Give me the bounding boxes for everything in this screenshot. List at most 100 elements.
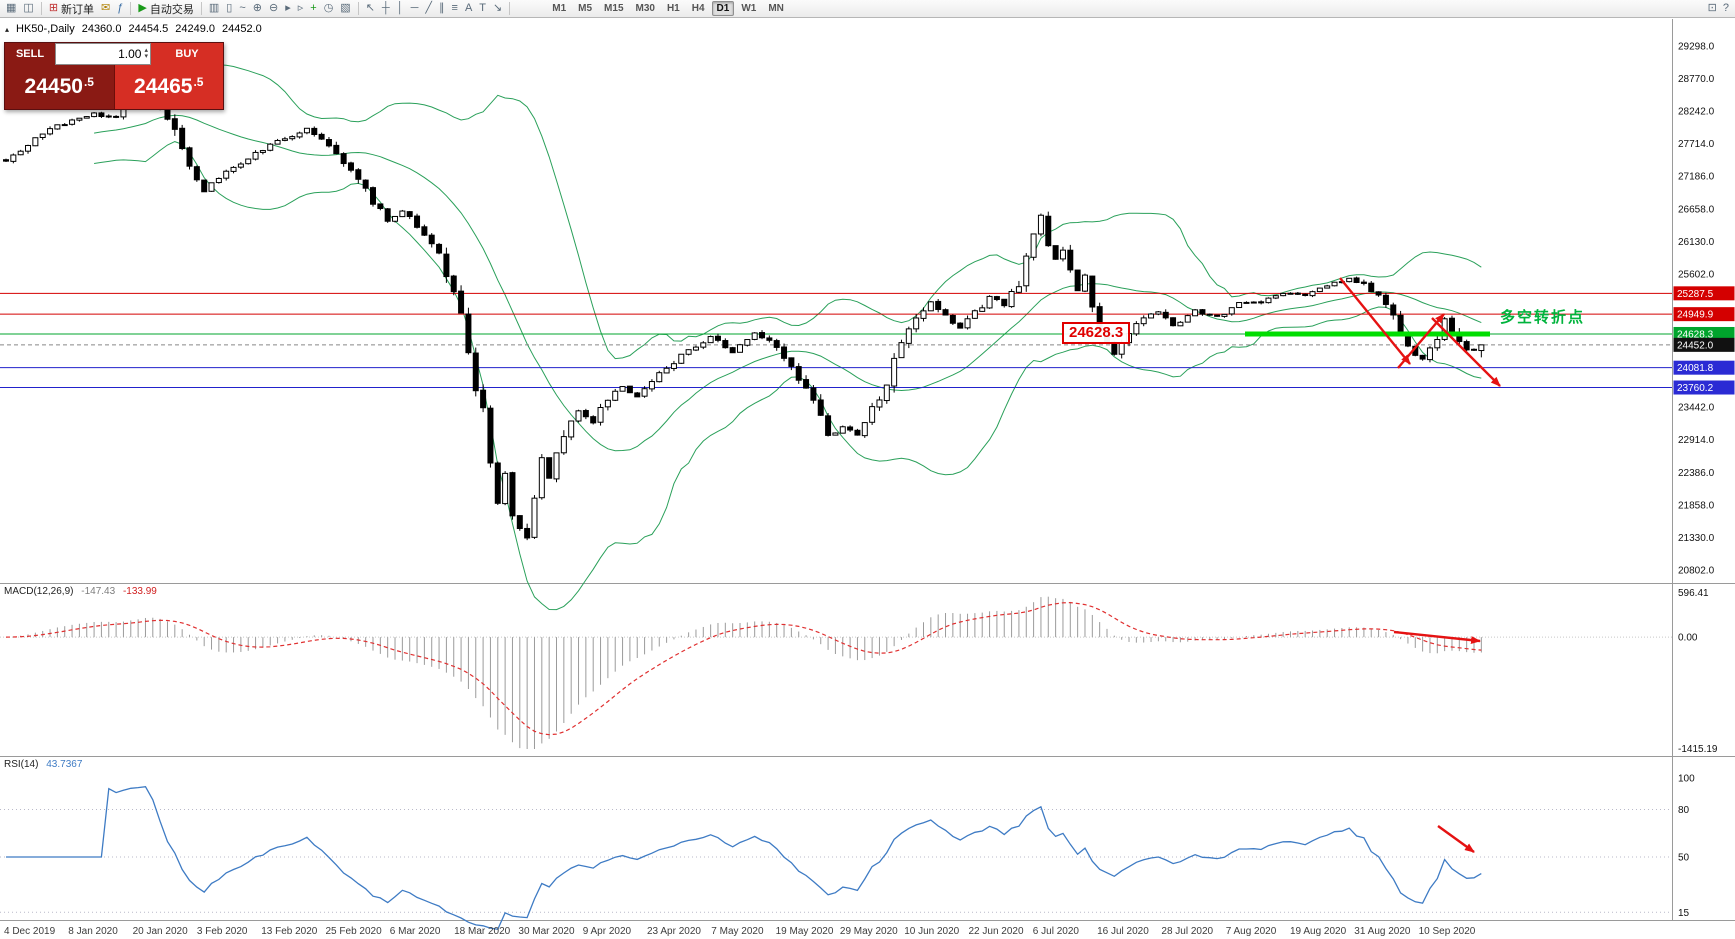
sell-price-main: 24450	[24, 75, 83, 98]
toolbar-icon-group: ▦ ◫ ⊞ 新订单 ✉ ƒ ▶ 自动交易 ▥ ▯ ~ ⊕ ⊖ ▸ ▹ + ◷ ▧ ↖ ┼ │ ─ ╱ ∥ ≡ A T ↘	[3, 1, 513, 16]
svg-text:20 Jan 2020: 20 Jan 2020	[133, 926, 188, 937]
auto-scroll-icon[interactable]: ▸	[282, 1, 294, 16]
volume-value[interactable]: 1.00	[118, 47, 142, 61]
toolbar-separator	[357, 2, 359, 15]
zoom-out-icon[interactable]: ⊖	[266, 1, 281, 16]
buy-price-fraction: .5	[193, 75, 204, 89]
timeframe-h4-button[interactable]: H4	[691, 3, 705, 14]
collapse-triangle-icon[interactable]: ▴	[5, 24, 10, 34]
bar-chart-icon: ▥	[208, 2, 220, 14]
svg-text:24628.3: 24628.3	[1677, 329, 1714, 340]
fibonacci-icon[interactable]: ≡	[449, 1, 461, 16]
expert-advisors-icon[interactable]: ƒ	[114, 1, 126, 16]
svg-text:80: 80	[1678, 805, 1690, 816]
svg-text:25287.5: 25287.5	[1677, 289, 1714, 300]
vertical-line-icon[interactable]: │	[394, 1, 407, 16]
timeframe-d1-button[interactable]: D1	[711, 1, 735, 16]
equidistant-channel-icon[interactable]: ∥	[436, 1, 448, 16]
new-order-button[interactable]: ⊞ 新订单	[46, 1, 97, 16]
horizontal-line-icon[interactable]: ─	[408, 1, 422, 16]
svg-text:19 May 2020: 19 May 2020	[776, 926, 834, 937]
timeframe-button-group: M1 M5 M15 M30 H1 H4 D1 W1 MN	[547, 1, 789, 16]
ohlc-high: 24454.5	[128, 23, 169, 35]
svg-text:-1415.19: -1415.19	[1678, 744, 1718, 755]
timeframe-m5-button[interactable]: M5	[578, 3, 593, 14]
text-icon[interactable]: A	[462, 1, 475, 16]
autotrading-button-icon: ▶	[138, 2, 147, 14]
zoom-in-icon: ⊕	[252, 2, 262, 14]
price-axis: 29298.0 28770.0 28242.0 27714.0 27186.0 26658…	[1673, 42, 1735, 576]
buy-button[interactable]: BUY	[151, 43, 223, 65]
vertical-line-icon: │	[396, 2, 404, 14]
svg-text:15: 15	[1678, 908, 1690, 919]
help-icon[interactable]: ?	[1720, 1, 1732, 16]
trendline-icon[interactable]: ╱	[422, 1, 435, 16]
ohlc-close: 24452.0	[222, 23, 262, 35]
mail-icon[interactable]: ✉	[98, 1, 113, 16]
arrows-tool-icon: ↘	[493, 2, 503, 14]
svg-text:10 Jun 2020: 10 Jun 2020	[904, 926, 959, 937]
candlestick-chart-icon[interactable]: ▯	[223, 1, 235, 16]
svg-text:28770.0: 28770.0	[1678, 74, 1715, 85]
svg-text:28 Jul 2020: 28 Jul 2020	[1161, 926, 1213, 937]
candlestick-series	[3, 84, 1485, 541]
symbol-period-label: HK50-,Daily	[16, 23, 75, 35]
buy-price[interactable]: 24465.5	[113, 65, 223, 109]
timeframe-m30-button[interactable]: M30	[635, 3, 655, 14]
volume-increase-button[interactable]: ▴	[144, 47, 148, 54]
auto-scroll-icon: ▸	[285, 2, 291, 14]
svg-text:10 Sep 2020: 10 Sep 2020	[1419, 926, 1476, 937]
svg-text:25602.0: 25602.0	[1678, 269, 1715, 280]
timeframe-m1-button[interactable]: M1	[552, 3, 567, 14]
docking-icon: ⊡	[1707, 2, 1717, 14]
sell-price[interactable]: 24450.5	[5, 65, 114, 109]
svg-text:30 Mar 2020: 30 Mar 2020	[518, 926, 575, 937]
text-icon: A	[464, 2, 473, 14]
svg-text:7 Aug 2020: 7 Aug 2020	[1226, 926, 1277, 937]
trend-arrows[interactable]	[1339, 277, 1501, 853]
svg-text:13 Feb 2020: 13 Feb 2020	[261, 926, 318, 937]
volume-decrease-button[interactable]: ▾	[144, 53, 148, 60]
mail-icon: ✉	[101, 2, 111, 14]
svg-text:24081.8: 24081.8	[1677, 363, 1714, 374]
svg-text:18 Mar 2020: 18 Mar 2020	[454, 926, 511, 937]
autotrading-button-label: 自动交易	[149, 3, 194, 16]
profile-windows-icon[interactable]: ◫	[20, 1, 36, 16]
horizontal-level-lines[interactable]	[0, 292, 1672, 389]
svg-text:7 May 2020: 7 May 2020	[711, 926, 764, 937]
svg-text:3 Feb 2020: 3 Feb 2020	[197, 926, 248, 937]
svg-text:23760.2: 23760.2	[1677, 383, 1714, 394]
bar-chart-icon[interactable]: ▥	[206, 1, 222, 16]
timeframe-m15-button[interactable]: M15	[604, 3, 624, 14]
svg-text:31 Aug 2020: 31 Aug 2020	[1354, 926, 1411, 937]
zoom-in-icon[interactable]: ⊕	[250, 1, 265, 16]
arrows-tool-icon[interactable]: ↘	[490, 1, 505, 16]
charts-window-icon[interactable]: ▦	[3, 1, 19, 16]
price-level-flag[interactable]: 24628.3	[1062, 322, 1131, 344]
svg-text:23442.0: 23442.0	[1678, 403, 1715, 414]
toolbar-separator	[40, 2, 42, 15]
candlestick-chart-icon: ▯	[226, 2, 233, 14]
top-toolbar: ▦ ◫ ⊞ 新订单 ✉ ƒ ▶ 自动交易 ▥ ▯ ~ ⊕ ⊖ ▸ ▹ + ◷ ▧ ↖ ┼ │ ─ ╱ ∥ ≡ A T ↘ M1 M5 M1…	[0, 0, 1735, 18]
macd-indicator-label: MACD(12,26,9) -147.43 -133.99	[4, 586, 157, 597]
indicators-icon[interactable]: +	[307, 1, 319, 16]
volume-input[interactable]: 1.00 ▴ ▾	[55, 43, 151, 65]
timeframe-mn-button[interactable]: MN	[768, 3, 784, 14]
autotrading-button[interactable]: ▶ 自动交易	[135, 1, 196, 16]
line-chart-icon[interactable]: ~	[236, 1, 248, 16]
docking-icon[interactable]: ⊡	[1705, 1, 1720, 16]
svg-text:23 Apr 2020: 23 Apr 2020	[647, 926, 701, 937]
chart-shift-icon[interactable]: ▹	[295, 1, 307, 16]
timeframe-h1-button[interactable]: H1	[666, 3, 680, 14]
templates-icon[interactable]: ▧	[337, 1, 353, 16]
periods-icon[interactable]: ◷	[321, 1, 337, 16]
crosshair-icon[interactable]: ┼	[379, 1, 393, 16]
svg-text:24949.9: 24949.9	[1677, 310, 1714, 321]
cursor-icon[interactable]: ↖	[363, 1, 378, 16]
svg-text:26130.0: 26130.0	[1678, 237, 1715, 248]
sell-button[interactable]: SELL	[5, 43, 55, 65]
text-label-icon[interactable]: T	[476, 1, 489, 16]
svg-text:0.00: 0.00	[1678, 633, 1698, 644]
timeframe-w1-button[interactable]: W1	[741, 3, 757, 14]
